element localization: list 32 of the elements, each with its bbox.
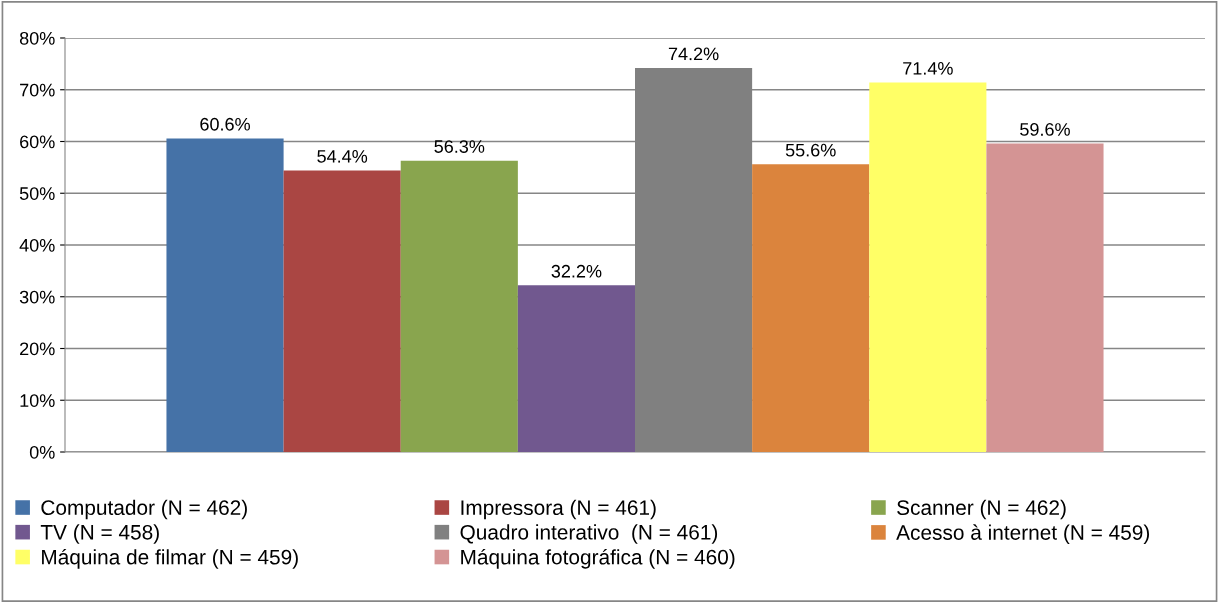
data-label: 32.2%	[551, 264, 602, 278]
legend-label: Máquina fotográfica (N = 460)	[461, 548, 735, 569]
data-label: 74.2%	[668, 47, 719, 61]
bar	[166, 138, 284, 452]
y-tick-label: 0%	[29, 445, 55, 459]
data-label: 60.6%	[200, 117, 250, 131]
data-label: 71.4%	[903, 62, 953, 75]
y-tick-label: 50%	[19, 187, 55, 200]
bar	[517, 285, 635, 452]
bar	[986, 143, 1104, 452]
data-label: 59.6%	[1020, 123, 1070, 136]
bar	[283, 170, 401, 452]
legend-label: Quadro interativo (N = 461)	[460, 524, 718, 544]
bar	[400, 160, 518, 452]
y-tick-label: 10%	[20, 394, 55, 407]
data-label: 55.6%	[785, 143, 836, 157]
legend-label: Máquina de filmar (N = 459)	[42, 548, 298, 569]
legend-label: Scanner (N = 462)	[897, 499, 1066, 520]
y-tick-label: 30%	[19, 290, 55, 304]
bar	[752, 164, 870, 452]
data-label: 54.4%	[317, 150, 368, 163]
y-tick-label: 40%	[19, 238, 55, 252]
legend-label: Impressora (N = 461)	[461, 499, 656, 520]
y-tick-label: 60%	[20, 135, 55, 149]
legend-label: Computador (N = 462)	[41, 499, 247, 520]
y-tick-label: 80%	[19, 31, 55, 45]
bar	[869, 82, 987, 452]
y-tick-label: 70%	[20, 83, 55, 97]
data-label: 56.3%	[434, 140, 485, 153]
y-tick-label: 20%	[20, 342, 55, 356]
legend-label: TV (N = 458)	[40, 524, 159, 544]
legend-label: Acesso à internet (N = 459)	[896, 524, 1150, 544]
